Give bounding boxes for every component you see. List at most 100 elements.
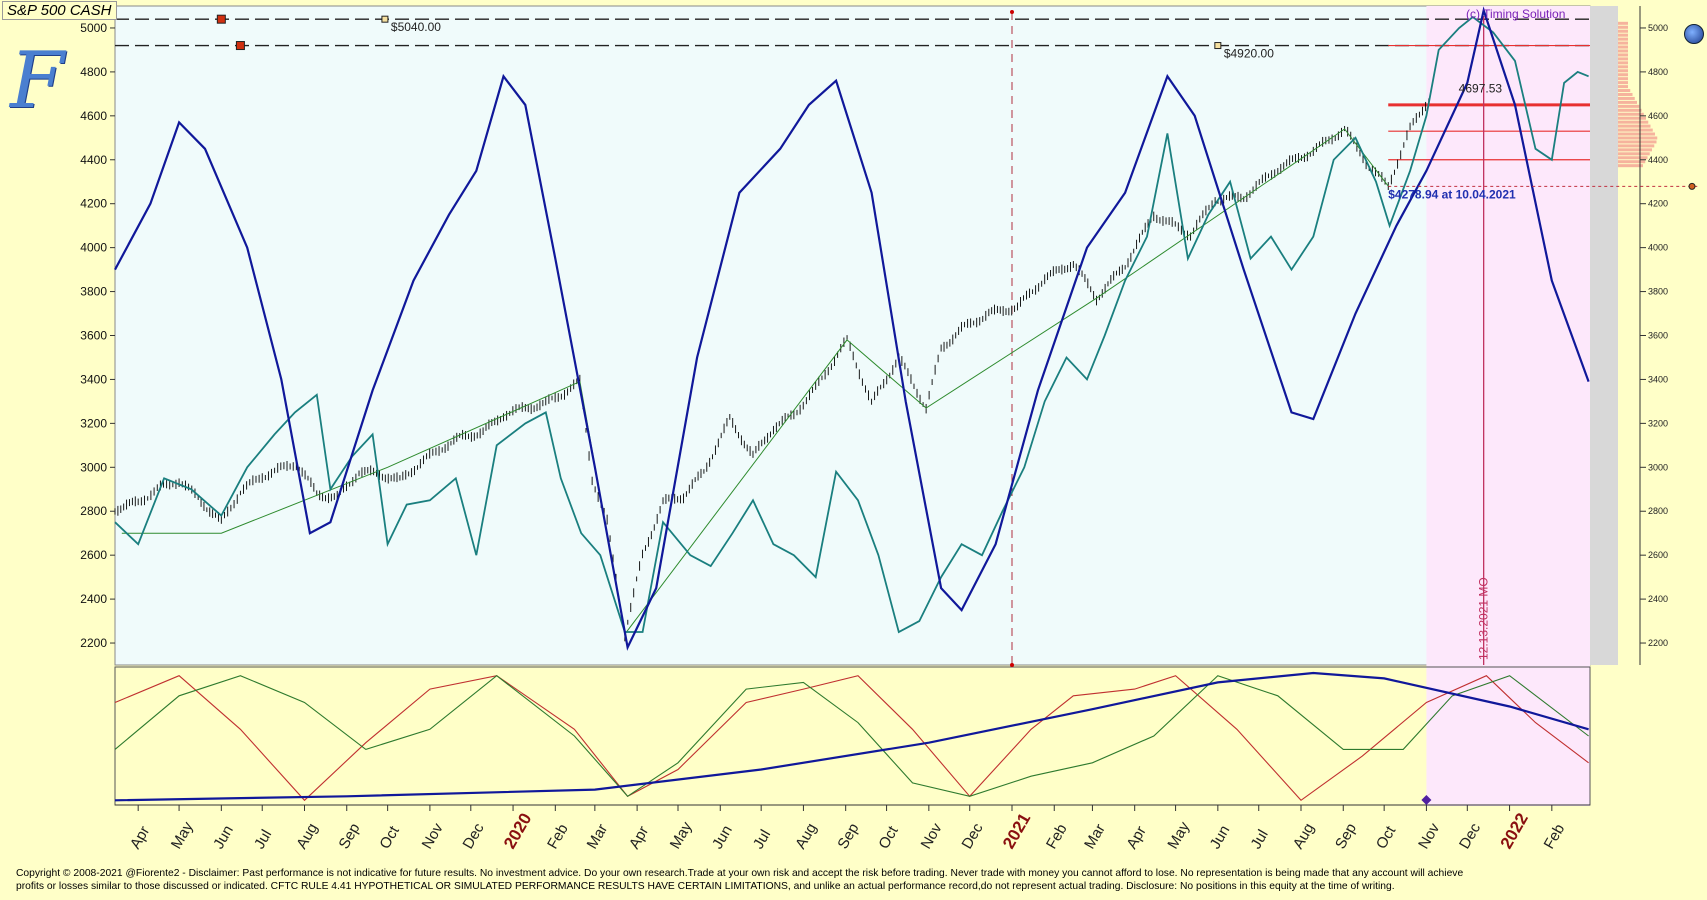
- heat-bar: [1618, 152, 1650, 156]
- heat-bar: [1618, 100, 1637, 104]
- heat-bar: [1618, 132, 1655, 136]
- y-tick-label: 3800: [80, 285, 107, 299]
- y-tick-label-right: 4200: [1648, 199, 1668, 209]
- heat-bar: [1618, 69, 1628, 73]
- lower-red_osc: [114, 675, 1589, 802]
- heat-bar: [1618, 41, 1628, 45]
- vertical-marker-dot: [1009, 663, 1014, 667]
- projection-start-marker: [1421, 795, 1432, 805]
- heat-bar: [1618, 57, 1628, 61]
- heat-bar: [1618, 140, 1657, 144]
- projection-zone: [1426, 6, 1590, 806]
- y-tick-label-right: 3000: [1648, 462, 1668, 472]
- heat-bar: [1618, 156, 1648, 160]
- price-annotation: 4697.53: [1459, 81, 1503, 95]
- y-tick-label-right: 5000: [1648, 23, 1668, 33]
- y-tick-label-right: 2800: [1648, 506, 1668, 516]
- globe-icon[interactable]: [1684, 24, 1704, 44]
- heat-bar: [1618, 128, 1653, 132]
- levels-layer: $5040.00 $4920.00 12.13.2021 MO: [115, 10, 1658, 667]
- y-tick-label: 3200: [80, 416, 107, 430]
- heat-bar: [1618, 92, 1633, 96]
- y-tick-label: 3600: [80, 329, 107, 343]
- heat-bar: [1618, 112, 1644, 116]
- plot-area[interactable]: [114, 5, 1591, 666]
- heat-bar: [1618, 164, 1643, 168]
- heat-bar: [1618, 77, 1628, 81]
- y-tick-label: 2200: [80, 636, 107, 650]
- y-tick-label-right: 2200: [1648, 638, 1668, 648]
- y-tick-label: 2600: [80, 548, 107, 562]
- y-tick-label-right: 3800: [1648, 287, 1668, 297]
- heat-bar: [1618, 136, 1658, 140]
- heat-bar: [1618, 29, 1628, 33]
- y-tick-label: 5000: [80, 21, 107, 35]
- lower-panel-layer: [114, 671, 1589, 802]
- heat-bar: [1618, 61, 1628, 65]
- credit-text: (c) Timing Solution: [1466, 7, 1565, 21]
- heat-bar: [1618, 148, 1652, 152]
- y-tick-label: 4800: [80, 65, 107, 79]
- heat-bar: [1618, 104, 1640, 108]
- level-label: $5040.00: [391, 20, 441, 34]
- y-tick-label-right: 4400: [1648, 155, 1668, 165]
- y-tick-label-right: 2400: [1648, 594, 1668, 604]
- copyright-line-2: profits or losses similar to those discu…: [16, 881, 1395, 892]
- y-tick-label: 3400: [80, 372, 107, 386]
- series-layer: [114, 6, 1590, 651]
- heat-bar: [1618, 33, 1628, 37]
- y-tick-label: 4000: [80, 241, 107, 255]
- instrument-title: S&P 500 CASH: [2, 1, 117, 20]
- lower-green_osc: [114, 674, 1589, 798]
- y-tick-label: 3000: [80, 460, 107, 474]
- heat-bar: [1618, 81, 1628, 85]
- vertical-marker-dot: [1009, 10, 1014, 14]
- vertical-marker-label: 12.13.2021 MO: [1477, 577, 1491, 660]
- heat-bar: [1618, 45, 1628, 49]
- heat-bar: [1618, 108, 1642, 112]
- annotation-marker: [1688, 182, 1696, 190]
- right-gray-zone: [1590, 6, 1618, 665]
- heat-bar: [1618, 65, 1628, 69]
- teal-line: [114, 15, 1589, 634]
- y-tick-label-right: 4800: [1648, 67, 1668, 77]
- heat-bar: [1618, 120, 1649, 124]
- blue-cycle-line: [114, 6, 1590, 651]
- price-annotation: $4278.94 at 10.04.2021: [1388, 187, 1516, 201]
- level-marker: [1214, 42, 1222, 50]
- heat-bar: [1618, 73, 1628, 77]
- heat-bar: [1618, 160, 1646, 164]
- logo: F: [10, 36, 65, 126]
- y-tick-label-right: 3600: [1648, 331, 1668, 341]
- heat-bar: [1618, 89, 1631, 93]
- heat-bar: [1618, 53, 1628, 57]
- y-tick-label: 4400: [80, 153, 107, 167]
- heat-bar: [1618, 37, 1628, 41]
- y-tick-label: 2800: [80, 504, 107, 518]
- y-tick-label: 4600: [80, 109, 107, 123]
- y-tick-label-right: 2600: [1648, 550, 1668, 560]
- y-tick-label-right: 3200: [1648, 418, 1668, 428]
- level-marker-red: [216, 14, 226, 24]
- copyright-disclaimer: Copyright © 2008-2021 @Fiorente2 - Discl…: [16, 867, 1463, 893]
- heat-bar: [1618, 25, 1628, 29]
- heat-bar: [1618, 144, 1655, 148]
- heat-bar: [1618, 85, 1628, 89]
- heat-bar: [1618, 21, 1628, 25]
- y-tick-label-right: 4000: [1648, 243, 1668, 253]
- y-tick-label: 2400: [80, 592, 107, 606]
- heat-bar: [1618, 124, 1651, 128]
- level-marker-red: [235, 41, 245, 51]
- copyright-line-1: Copyright © 2008-2021 @Fiorente2 - Discl…: [16, 868, 1464, 879]
- y-tick-label-right: 4600: [1648, 111, 1668, 121]
- y-tick-label: 4200: [80, 197, 107, 211]
- lower-blue_trend: [114, 671, 1589, 802]
- y-tick-label-right: 3400: [1648, 374, 1668, 384]
- heat-bar: [1618, 96, 1635, 100]
- annotation-layer: 4697.53 $4278.94 at 10.04.2021: [1388, 81, 1700, 805]
- level-label: $4920.00: [1224, 47, 1274, 61]
- level-marker: [381, 15, 389, 23]
- heat-bar: [1618, 49, 1628, 53]
- heat-bar: [1618, 116, 1646, 120]
